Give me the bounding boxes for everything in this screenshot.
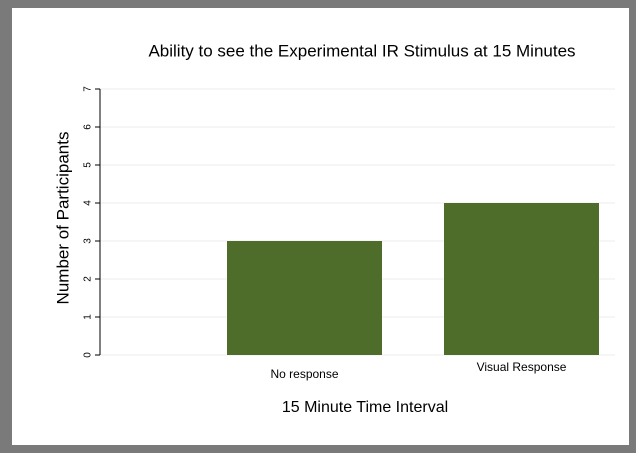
y-tick-label: 3 [83, 238, 94, 244]
y-tick-label: 4 [83, 200, 94, 206]
chart-title: Ability to see the Experimental IR Stimu… [148, 41, 575, 60]
x-axis-label: 15 Minute Time Interval [282, 399, 448, 416]
y-tick-label: 0 [83, 352, 94, 358]
x-tick-label: Visual Response [477, 360, 567, 374]
bar [444, 203, 599, 355]
y-tick-label: 1 [83, 314, 94, 320]
y-tick-label: 6 [83, 124, 94, 130]
y-tick-label: 2 [83, 276, 94, 282]
y-tick-label: 5 [83, 162, 94, 168]
y-axis-label: Number of Participants [53, 132, 72, 305]
x-tick-label: No response [270, 367, 338, 381]
bar [227, 241, 382, 355]
y-tick-label: 7 [83, 86, 94, 92]
